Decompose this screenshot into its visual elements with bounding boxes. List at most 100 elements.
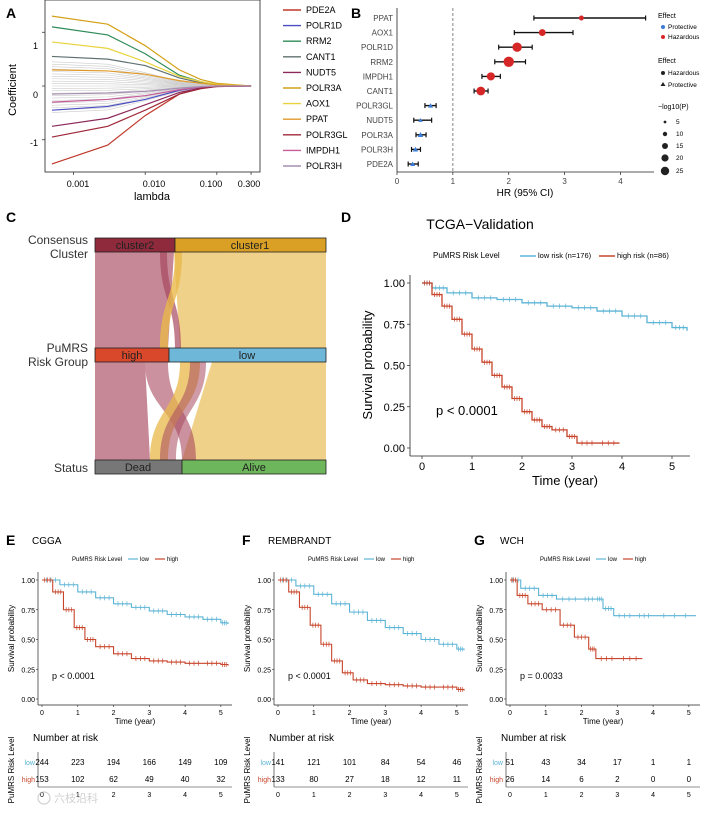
panel-d-label: D (341, 209, 351, 225)
f-ytick-1.00: 1.00 (257, 578, 271, 585)
c-bar-cluster1-label: cluster1 (231, 240, 270, 252)
f-ytick-0.25: 0.25 (257, 667, 271, 674)
g-risk-low-4: 1 (651, 758, 656, 767)
panel-e-label: E (6, 532, 15, 548)
g-risk-xtick-3: 3 (615, 792, 619, 799)
watermark-icon (37, 791, 51, 805)
b-category-polr3gl: POLR3GL (356, 102, 393, 111)
a-line-polr3h (51, 85, 252, 95)
b-point-pde2a (410, 161, 416, 166)
e-risk-xtick-4: 4 (183, 792, 187, 799)
e-ytick-0.75: 0.75 (21, 608, 35, 615)
b-legend-shape-hazardous: Hazardous (668, 70, 700, 77)
panel-c: C Consensus Cluster PuMRS Risk Group Sta… (6, 209, 327, 475)
f-xlabel: Time (year) (351, 717, 392, 726)
f-curve-low (278, 579, 465, 651)
a-legend-label-polr3gl: POLR3GL (306, 130, 348, 140)
c-flow-cluster2-high (95, 252, 174, 348)
f-ytick-0.75: 0.75 (257, 608, 271, 615)
b-xtick-4: 4 (618, 177, 623, 186)
b-legend-shape-title: Effect (658, 58, 676, 65)
panel-b: B PPAT AOX1 POLR1D RRM2 IMPDH1 CANT1 POLR3GL NU… (351, 5, 700, 199)
g-risk-xtick-0: 0 (508, 792, 512, 799)
b-category-polr1d: POLR1D (361, 43, 393, 52)
b-point-polr3h (412, 146, 419, 152)
c-row-label-risk-1: PuMRS (47, 341, 88, 355)
f-risk-low-5: 46 (452, 758, 461, 767)
e-xtick-5: 5 (219, 710, 223, 717)
f-risk-xtick-4: 4 (419, 792, 423, 799)
c-bar-cluster1 (174, 237, 327, 253)
e-risk-row-high: high (22, 777, 35, 784)
e-risk-xtick-0: 0 (40, 792, 44, 799)
g-risk-xtick-1: 1 (544, 792, 548, 799)
f-risk-low-1: 121 (307, 758, 321, 767)
a-legend-label-polr3a: POLR3A (306, 83, 342, 93)
e-xtick-2: 2 (112, 710, 116, 717)
g-risk-high-1: 14 (541, 775, 550, 784)
g-legend-title: PuMRS Risk Level (540, 557, 590, 563)
e-pvalue: p < 0.0001 (52, 671, 95, 681)
g-ytick-0.00: 0.00 (489, 697, 503, 704)
e-xtick-3: 3 (147, 710, 151, 717)
c-flow-low-alive (182, 362, 326, 460)
d-legend-title: PuMRS Risk Level (433, 251, 500, 260)
panel-a: A 1 0 -1 0.001 0.010 0.100 0.300 lambda … (6, 0, 348, 203)
f-legend-title: PuMRS Risk Level (308, 557, 358, 563)
panel-b-plot-area (397, 8, 654, 172)
a-line-ppat (51, 69, 252, 87)
g-risk-high-5: 0 (687, 775, 692, 784)
d-xtick-4: 4 (619, 461, 625, 473)
b-point-cant1 (476, 86, 486, 96)
e-xlabel: Time (year) (115, 717, 156, 726)
g-risk-high-3: 2 (615, 775, 620, 784)
a-ytick-m1: -1 (30, 138, 38, 148)
e-ytick-0.00: 0.00 (21, 697, 35, 704)
a-xtick-001: 0.010 (143, 179, 166, 189)
b-legend-hazardous-swatch (661, 35, 665, 39)
c-row-label-cluster-2: Cluster (50, 247, 88, 261)
g-pvalue: p = 0.0033 (520, 671, 563, 681)
panel-b-legend: Effect Protective Hazardous Effect Hazar… (658, 13, 700, 176)
b-category-polr3h: POLR3H (361, 145, 393, 154)
f-pvalue: p < 0.0001 (288, 671, 331, 681)
b-legend-size-20-label: 20 (676, 155, 684, 162)
c-flow-cluster1-high (160, 252, 182, 348)
a-ytick-0: 0 (33, 90, 38, 100)
e-risk-xtick-2: 2 (112, 792, 116, 799)
g-xtick-1: 1 (544, 710, 548, 717)
f-risk-xtick-3: 3 (383, 792, 387, 799)
c-flow-low-dead-2 (160, 362, 206, 460)
panel-d-curves (422, 280, 688, 446)
a-legend-label-pde2a: PDE2A (306, 5, 336, 15)
c-flow-high-dead (95, 362, 150, 460)
g-risk-low-2: 34 (577, 758, 586, 767)
panel-d-ticks: 1.00 0.75 0.50 0.25 0.00 0 1 2 3 4 5 (384, 278, 675, 473)
c-flow-cluster1-low (174, 252, 326, 348)
f-ylabel: Survival probability (243, 605, 252, 672)
e-risk-low-3: 166 (143, 758, 157, 767)
f-legend-low: low (376, 557, 386, 563)
b-point-aox1 (538, 29, 546, 37)
g-xlabel: Time (year) (583, 717, 624, 726)
g-risk-low-1: 43 (541, 758, 550, 767)
b-category-pde2a: PDE2A (367, 160, 394, 169)
panel-a-x-ticks: 0.001 0.010 0.100 0.300 (67, 179, 261, 189)
g-risk-low-5: 1 (687, 758, 692, 767)
d-legend-high: high risk (n=86) (617, 251, 669, 260)
d-xtick-5: 5 (669, 461, 675, 473)
f-risk-xtick-1: 1 (312, 792, 316, 799)
e-risk-high-3: 49 (145, 775, 154, 784)
d-xtick-2: 2 (519, 461, 525, 473)
e-risk-high-2: 62 (109, 775, 118, 784)
e-risk-low-5: 109 (214, 758, 228, 767)
f-risk-high-5: 11 (453, 775, 462, 784)
f-risk-xtick-5: 5 (455, 792, 459, 799)
b-legend-size-20 (661, 154, 669, 162)
b-category-rrm2: RRM2 (370, 58, 393, 67)
g-risk-xtick-4: 4 (651, 792, 655, 799)
e-legend-low: low (140, 557, 150, 563)
g-legend-low: low (608, 557, 618, 563)
b-category-polr3a: POLR3A (361, 131, 393, 140)
f-risk-low-0: 141 (271, 758, 285, 767)
